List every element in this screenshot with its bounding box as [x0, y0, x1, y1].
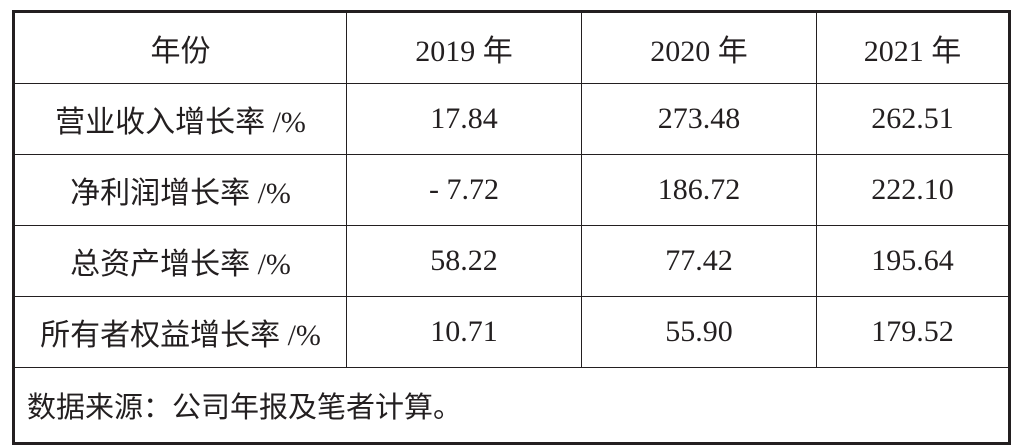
value-cell: 10.71: [346, 296, 582, 368]
value-cell: - 7.72: [346, 154, 582, 226]
row-label: 所有者权益增长率 /%: [13, 296, 347, 368]
value-cell: 58.22: [346, 225, 582, 297]
table-row: 年份 2019 年 2020 年 2021 年: [13, 11, 1010, 84]
table-row: 所有者权益增长率 /% 10.71 55.90 179.52: [13, 296, 1010, 368]
value-cell: 55.90: [581, 296, 817, 368]
table-row: 总资产增长率 /% 58.22 77.42 195.64: [13, 225, 1010, 297]
value-cell: 17.84: [346, 83, 582, 155]
table-body: 年份 2019 年 2020 年 2021 年营业收入增长率 /% 17.84 273.4…: [13, 11, 1010, 444]
value-cell: 186.72: [581, 154, 817, 226]
header-cell: 年份: [13, 11, 347, 84]
value-cell: 262.51: [816, 83, 1010, 155]
value-cell: 179.52: [816, 296, 1010, 368]
table-row: 数据来源：公司年报及笔者计算。: [13, 367, 1010, 444]
value-cell: 195.64: [816, 225, 1010, 297]
header-cell: 2020 年: [581, 11, 817, 84]
data-table: 年份 2019 年 2020 年 2021 年营业收入增长率 /% 17.84 273.4…: [12, 10, 1011, 445]
source-note: 数据来源：公司年报及笔者计算。: [13, 367, 1010, 444]
header-cell: 2019 年: [346, 11, 582, 84]
row-label: 营业收入增长率 /%: [13, 83, 347, 155]
table-row: 净利润增长率 /% - 7.72 186.72 222.10: [13, 154, 1010, 226]
value-cell: 222.10: [816, 154, 1010, 226]
value-cell: 273.48: [581, 83, 817, 155]
value-cell: 77.42: [581, 225, 817, 297]
header-cell: 2021 年: [816, 11, 1010, 84]
row-label: 总资产增长率 /%: [13, 225, 347, 297]
table-row: 营业收入增长率 /% 17.84 273.48 262.51: [13, 83, 1010, 155]
row-label: 净利润增长率 /%: [13, 154, 347, 226]
